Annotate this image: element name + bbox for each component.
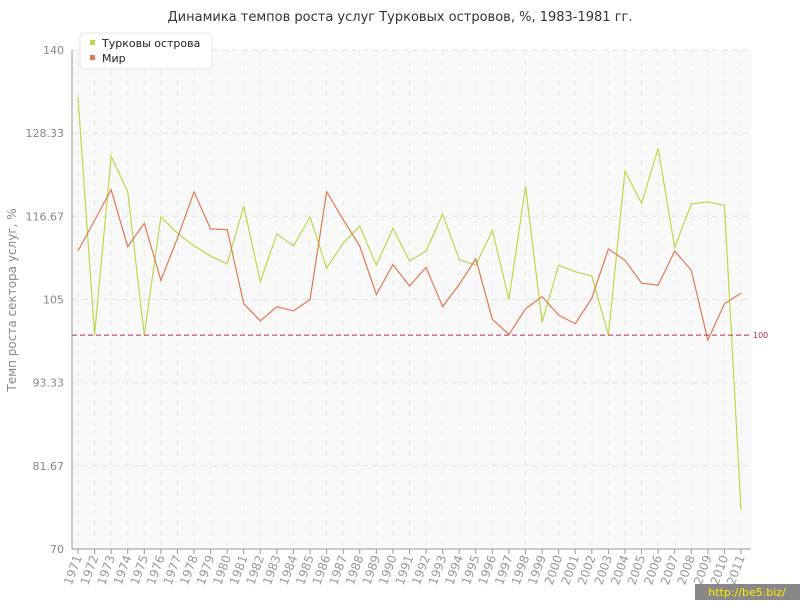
- legend-marker: [90, 55, 95, 60]
- legend-marker: [90, 40, 95, 45]
- y-tick-label: 140: [43, 44, 64, 57]
- watermark-background: [695, 584, 800, 600]
- reference-label: 100: [753, 331, 768, 340]
- series-line: [77, 97, 742, 510]
- y-tick-label: 116.67: [26, 210, 65, 223]
- chart-title: Динамика темпов роста услуг Турковых ост…: [168, 10, 633, 25]
- plot: 7081.6793.33105116.67128.331401971197219…: [26, 32, 768, 587]
- y-tick-label: 70: [50, 543, 64, 556]
- series-line: [77, 188, 742, 342]
- legend-label: Турковы острова: [101, 37, 200, 50]
- legend-box: [79, 32, 213, 70]
- y-tick-label: 81.67: [33, 460, 65, 473]
- y-axis-label: Темп роста сектора услуг, %: [5, 208, 19, 392]
- y-tick-label: 105: [43, 294, 64, 307]
- legend: Турковы острова Мир: [79, 32, 213, 70]
- y-tick-label: 128.33: [26, 127, 65, 140]
- legend-label: Мир: [102, 52, 126, 65]
- y-tick-label: 93.33: [33, 377, 65, 390]
- watermark: http://be5.biz/: [708, 586, 786, 599]
